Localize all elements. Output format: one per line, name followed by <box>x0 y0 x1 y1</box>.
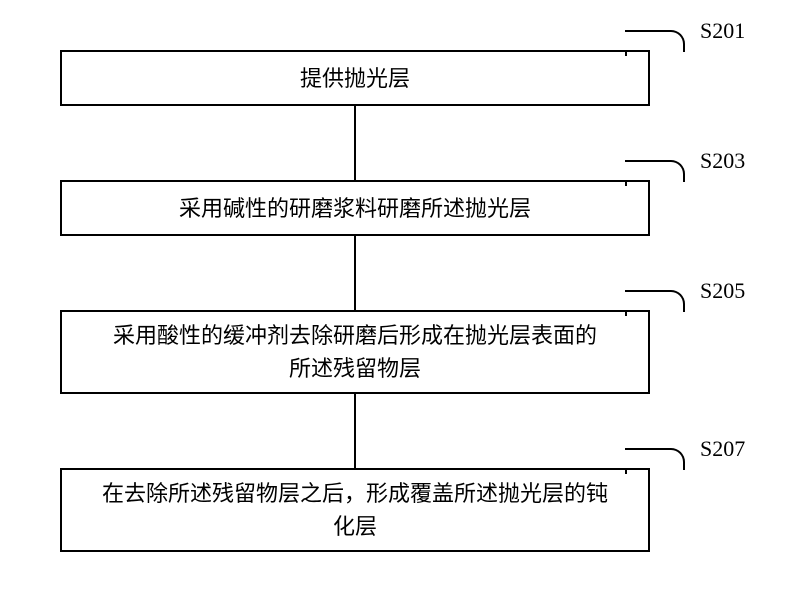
callout-tail-s205 <box>625 310 627 316</box>
flowchart-canvas: 提供抛光层 S201 采用碱性的研磨浆料研磨所述抛光层 S203 采用酸性的缓冲… <box>0 0 800 591</box>
flow-node-text: 采用碱性的研磨浆料研磨所述抛光层 <box>179 192 531 225</box>
flow-edge-3-4 <box>354 394 356 468</box>
callout-bracket-s203 <box>625 160 685 182</box>
callout-bracket-s207 <box>625 448 685 470</box>
callout-bracket-s205 <box>625 290 685 312</box>
flow-node-s203: 采用碱性的研磨浆料研磨所述抛光层 <box>60 180 650 236</box>
flow-label-s201: S201 <box>700 18 745 44</box>
flow-node-text: 采用酸性的缓冲剂去除研磨后形成在抛光层表面的 所述残留物层 <box>113 319 597 385</box>
callout-tail-s201 <box>625 50 627 56</box>
flow-label-s207: S207 <box>700 436 745 462</box>
flow-node-text: 提供抛光层 <box>300 62 410 95</box>
callout-tail-s207 <box>625 468 627 474</box>
flow-edge-2-3 <box>354 236 356 310</box>
flow-node-s201: 提供抛光层 <box>60 50 650 106</box>
flow-node-text: 在去除所述残留物层之后，形成覆盖所述抛光层的钝 化层 <box>102 477 608 543</box>
flow-node-s207: 在去除所述残留物层之后，形成覆盖所述抛光层的钝 化层 <box>60 468 650 552</box>
callout-tail-s203 <box>625 180 627 186</box>
callout-bracket-s201 <box>625 30 685 52</box>
flow-node-s205: 采用酸性的缓冲剂去除研磨后形成在抛光层表面的 所述残留物层 <box>60 310 650 394</box>
flow-edge-1-2 <box>354 106 356 180</box>
flow-label-s203: S203 <box>700 148 745 174</box>
flow-label-s205: S205 <box>700 278 745 304</box>
